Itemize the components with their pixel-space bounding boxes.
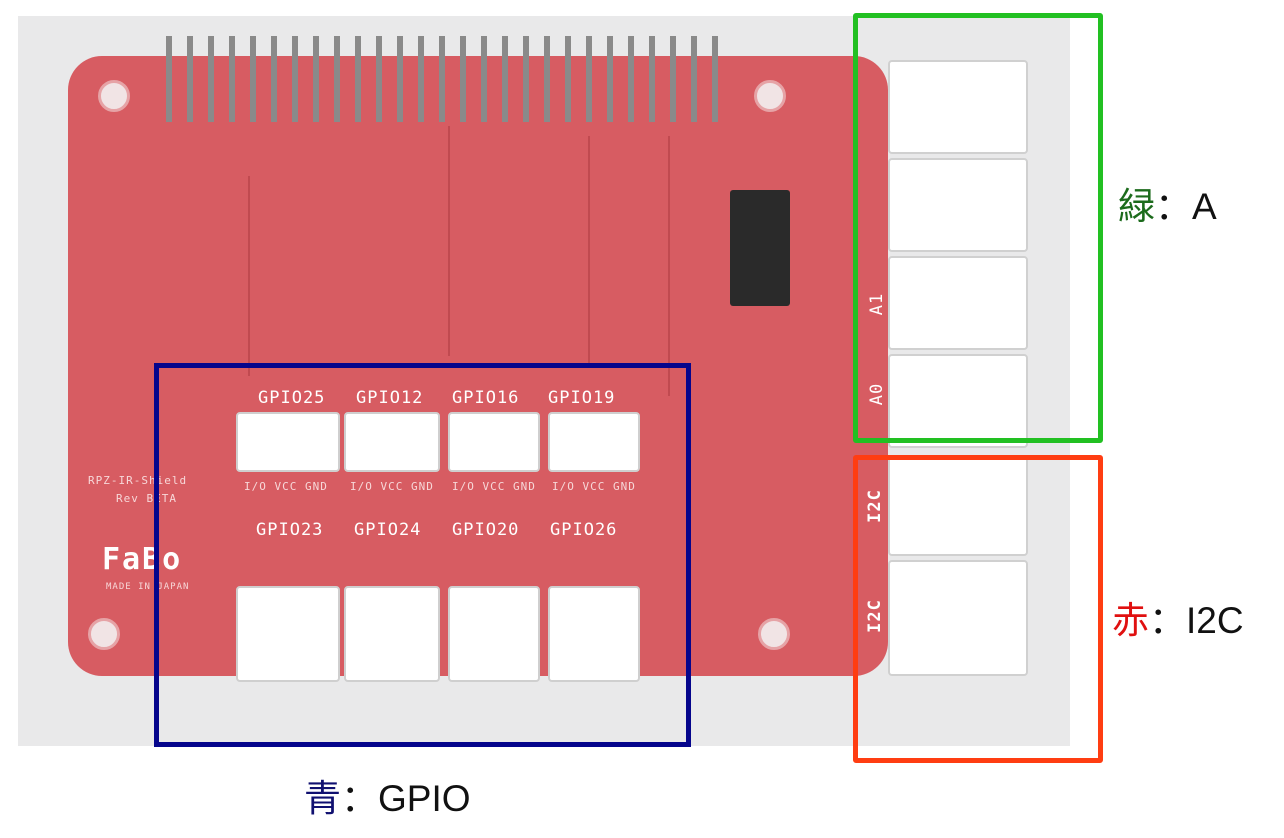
ic-chip [730,190,790,306]
right-connector-strip [888,60,1038,680]
gpio-label: GPIO26 [550,520,618,540]
mount-hole [758,618,790,650]
analog-connector [888,354,1028,448]
i2c-text: I2C [1186,600,1244,641]
analog-text: A [1192,186,1217,227]
pcb-trace [448,126,450,356]
pcb-trace [248,176,250,376]
mount-hole [754,80,786,112]
gpio-connector [236,586,340,682]
pcb-trace [668,136,670,396]
pin-labels: I/O VCC GND [452,480,536,493]
analog-annotation: 緑：A [1118,176,1217,230]
gpio-label: GPIO19 [548,388,616,408]
gpio-text: GPIO [378,778,471,819]
separator: ： [341,778,378,819]
green-kanji: 緑 [1118,185,1155,228]
shield-name: RPZ-IR-Shield [88,474,188,487]
gpio-label: GPIO12 [356,388,424,408]
pin-labels: I/O VCC GND [552,480,636,493]
gpio-connector [548,412,640,472]
i2c-annotation: 赤：I2C [1112,590,1244,644]
pcb-trace [588,136,590,366]
i2c-connector [888,560,1028,676]
separator: ： [1149,600,1186,641]
brand-logo: FaBo [102,542,183,577]
gpio-connector [448,586,540,682]
red-kanji: 赤 [1112,599,1149,642]
gpio-connector [548,586,640,682]
gpio-connector [344,412,440,472]
gpio-highlight-box [154,363,691,747]
gpio-label: GPIO25 [258,388,326,408]
gpio-connector [448,412,540,472]
analog-connector [888,158,1028,252]
gpio-label: GPIO23 [256,520,324,540]
gpio-connector [344,586,440,682]
analog-connector [888,60,1028,154]
gpio-header [160,36,730,122]
gpio-label: GPIO24 [354,520,422,540]
gpio-label: GPIO20 [452,520,520,540]
gpio-label: GPIO16 [452,388,520,408]
gpio-connector [236,412,340,472]
mount-hole [98,80,130,112]
made-in: MADE IN JAPAN [106,582,190,592]
analog-connector [888,256,1028,350]
analog-highlight-box [853,13,1103,443]
i2c-highlight-box [853,455,1103,763]
pin-labels: I/O VCC GND [244,480,328,493]
mount-hole [88,618,120,650]
separator: ： [1155,186,1192,227]
pin-labels: I/O VCC GND [350,480,434,493]
revision: Rev BETA [116,492,177,505]
blue-kanji: 青 [304,777,341,820]
gpio-annotation: 青：GPIO [304,768,471,822]
